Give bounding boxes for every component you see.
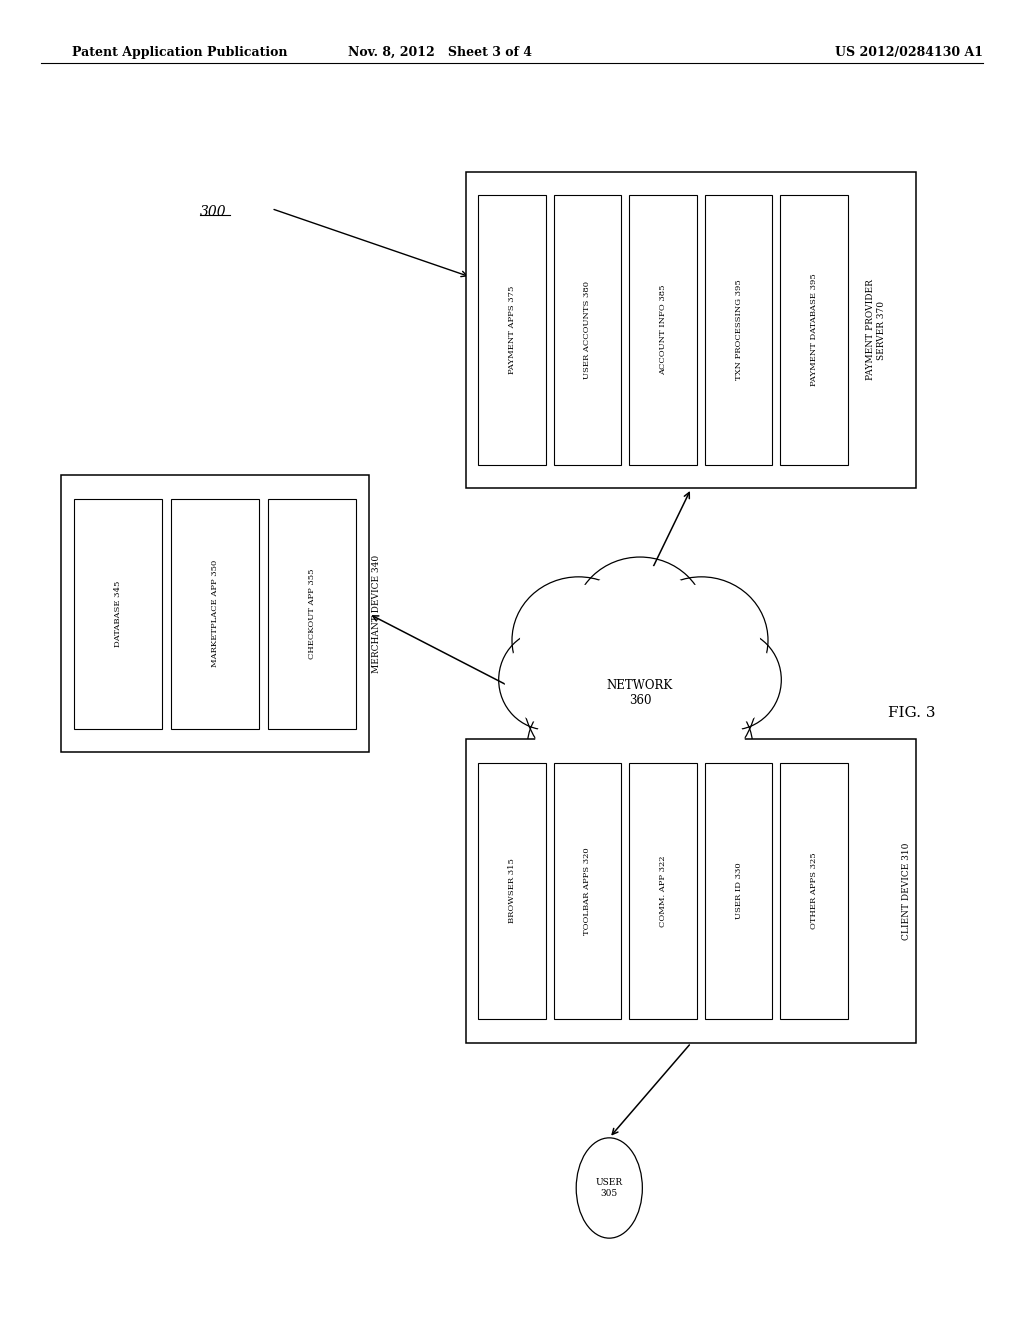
Ellipse shape: [522, 594, 758, 792]
Ellipse shape: [683, 630, 781, 730]
Bar: [554, 763, 622, 1019]
Bar: [267, 499, 356, 729]
Ellipse shape: [637, 697, 745, 795]
Text: DATABASE 345: DATABASE 345: [114, 581, 122, 647]
Bar: [705, 763, 772, 1019]
Bar: [630, 763, 696, 1019]
Ellipse shape: [591, 718, 689, 805]
Ellipse shape: [505, 636, 591, 723]
Bar: [630, 195, 696, 465]
Text: CHECKOUT APP 355: CHECKOUT APP 355: [308, 569, 316, 659]
Text: USER ACCOUNTS 380: USER ACCOUNTS 380: [584, 281, 592, 379]
Bar: [478, 763, 546, 1019]
Bar: [705, 195, 772, 465]
Bar: [478, 195, 546, 465]
Ellipse shape: [520, 585, 637, 696]
Text: MARKETPLACE APP 350: MARKETPLACE APP 350: [211, 560, 219, 668]
Text: ACCOUNT INFO 385: ACCOUNT INFO 385: [659, 285, 667, 375]
Ellipse shape: [582, 565, 698, 676]
Text: TOOLBAR APPS 320: TOOLBAR APPS 320: [584, 847, 592, 935]
Ellipse shape: [537, 606, 743, 780]
Bar: [74, 499, 163, 729]
Text: PAYMENT DATABASE 395: PAYMENT DATABASE 395: [810, 273, 818, 387]
Text: PAYMENT PROVIDER
SERVER 370: PAYMENT PROVIDER SERVER 370: [866, 280, 886, 380]
Text: CLIENT DEVICE 310: CLIENT DEVICE 310: [902, 842, 910, 940]
Text: PAYMENT APPS 375: PAYMENT APPS 375: [508, 286, 516, 374]
Ellipse shape: [499, 630, 597, 730]
Ellipse shape: [527, 690, 650, 801]
Bar: [780, 763, 848, 1019]
Bar: [466, 739, 916, 1043]
Ellipse shape: [573, 557, 707, 684]
Text: OTHER APPS 325: OTHER APPS 325: [810, 853, 818, 929]
Ellipse shape: [630, 690, 753, 801]
Text: FIG. 3: FIG. 3: [888, 706, 935, 719]
Text: BROWSER 315: BROWSER 315: [508, 858, 516, 924]
Ellipse shape: [643, 585, 760, 696]
Text: Patent Application Publication: Patent Application Publication: [72, 46, 287, 59]
Text: COMM. APP 322: COMM. APP 322: [659, 855, 667, 927]
Ellipse shape: [535, 697, 643, 795]
Bar: [466, 172, 916, 488]
Ellipse shape: [635, 577, 768, 704]
Text: 300: 300: [200, 205, 226, 219]
Bar: [554, 195, 622, 465]
Ellipse shape: [584, 711, 696, 812]
Text: US 2012/0284130 A1: US 2012/0284130 A1: [835, 46, 983, 59]
Ellipse shape: [577, 1138, 642, 1238]
Text: USER
305: USER 305: [596, 1179, 623, 1197]
Ellipse shape: [512, 577, 645, 704]
Text: MERCHANT DEVICE 340: MERCHANT DEVICE 340: [372, 554, 381, 673]
Ellipse shape: [689, 636, 775, 723]
Text: NETWORK
360: NETWORK 360: [607, 678, 673, 708]
Bar: [61, 475, 369, 752]
Text: TXN PROCESSING 395: TXN PROCESSING 395: [734, 280, 742, 380]
Bar: [171, 499, 259, 729]
Bar: [780, 195, 848, 465]
Text: Nov. 8, 2012   Sheet 3 of 4: Nov. 8, 2012 Sheet 3 of 4: [348, 46, 532, 59]
Text: USER ID 330: USER ID 330: [734, 863, 742, 919]
